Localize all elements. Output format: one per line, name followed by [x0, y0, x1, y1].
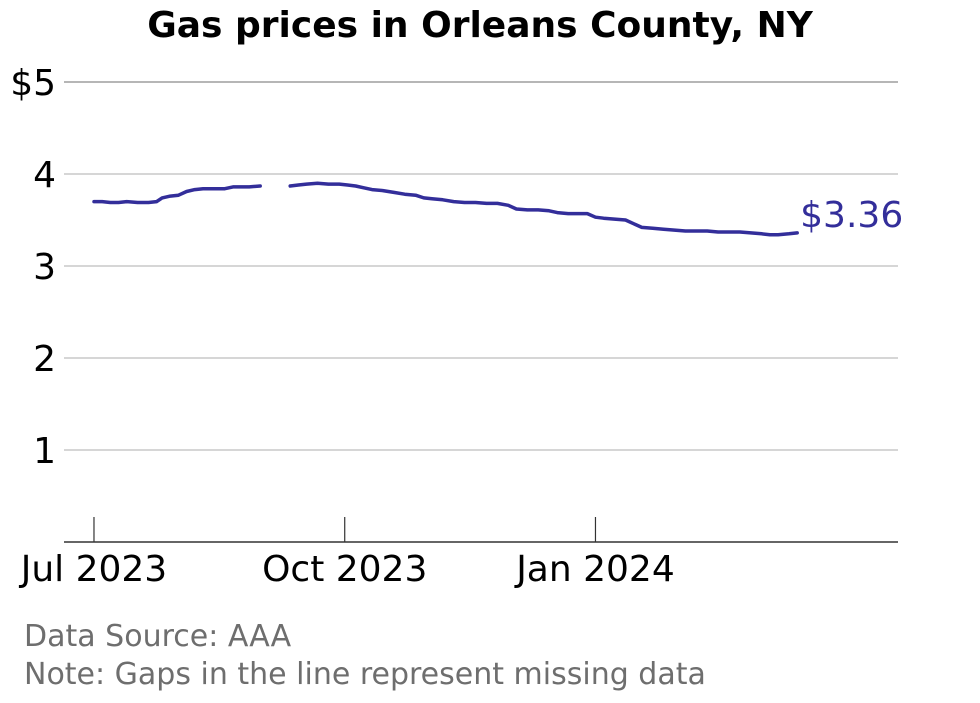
missing-data-note: Note: Gaps in the line represent missing…: [24, 657, 706, 692]
x-tick-label: Oct 2023: [262, 549, 427, 590]
y-tick-label: 4: [33, 155, 56, 196]
series-line-segment: [92, 184, 262, 205]
end-value-label: $3.36: [800, 195, 903, 236]
series-line: [92, 181, 799, 237]
y-tick-label: 3: [33, 247, 56, 288]
x-axis-ticks: Jul 2023 Oct 2023 Jan 2024: [19, 517, 675, 590]
x-tick-label: Jan 2024: [514, 549, 675, 590]
y-tick-label: $5: [10, 63, 56, 104]
series-line-segment: [288, 181, 799, 237]
y-tick-label: 2: [33, 339, 56, 380]
x-tick-label: Jul 2023: [19, 549, 168, 590]
gridlines: [64, 81, 898, 451]
y-axis-tick-labels: 1 2 3 4 $5: [10, 63, 56, 472]
y-tick-label: 1: [33, 431, 56, 472]
chart-title: Gas prices in Orleans County, NY: [147, 5, 814, 46]
data-source-note: Data Source: AAA: [24, 619, 292, 654]
